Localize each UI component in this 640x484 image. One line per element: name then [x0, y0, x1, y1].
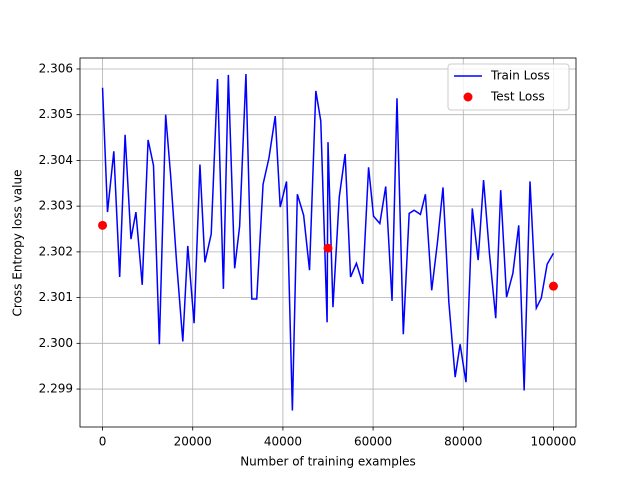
y-tick-label: 2.299: [39, 382, 73, 396]
y-tick-label: 2.305: [39, 107, 73, 121]
y-axis-label: Cross Entropy loss value: [11, 170, 25, 317]
x-axis-label: Number of training examples: [240, 455, 416, 469]
y-tick-label: 2.303: [39, 199, 73, 213]
x-tick-label: 80000: [444, 435, 482, 449]
x-tick-label: 40000: [264, 435, 302, 449]
test-loss-point: [98, 220, 108, 230]
x-tick-label: 60000: [354, 435, 392, 449]
y-tick-label: 2.306: [39, 61, 73, 75]
legend-swatch: [463, 92, 473, 102]
y-tick-label: 2.301: [39, 290, 73, 304]
x-tick-label: 0: [99, 435, 107, 449]
y-tick-label: 2.302: [39, 244, 73, 258]
y-tick-label: 2.300: [39, 336, 73, 350]
plot-frame: [79, 57, 577, 428]
x-tick-label: 20000: [174, 435, 212, 449]
test-loss-point: [548, 281, 558, 291]
test-loss-point: [323, 243, 333, 253]
legend: Train Loss Test Loss: [447, 63, 570, 111]
train-loss-line: [101, 73, 555, 411]
legend-label: Test Loss: [490, 90, 545, 104]
legend-label: Train Loss: [490, 69, 550, 83]
x-tick-label: 100000: [531, 435, 577, 449]
y-tick-label: 2.304: [39, 153, 73, 167]
